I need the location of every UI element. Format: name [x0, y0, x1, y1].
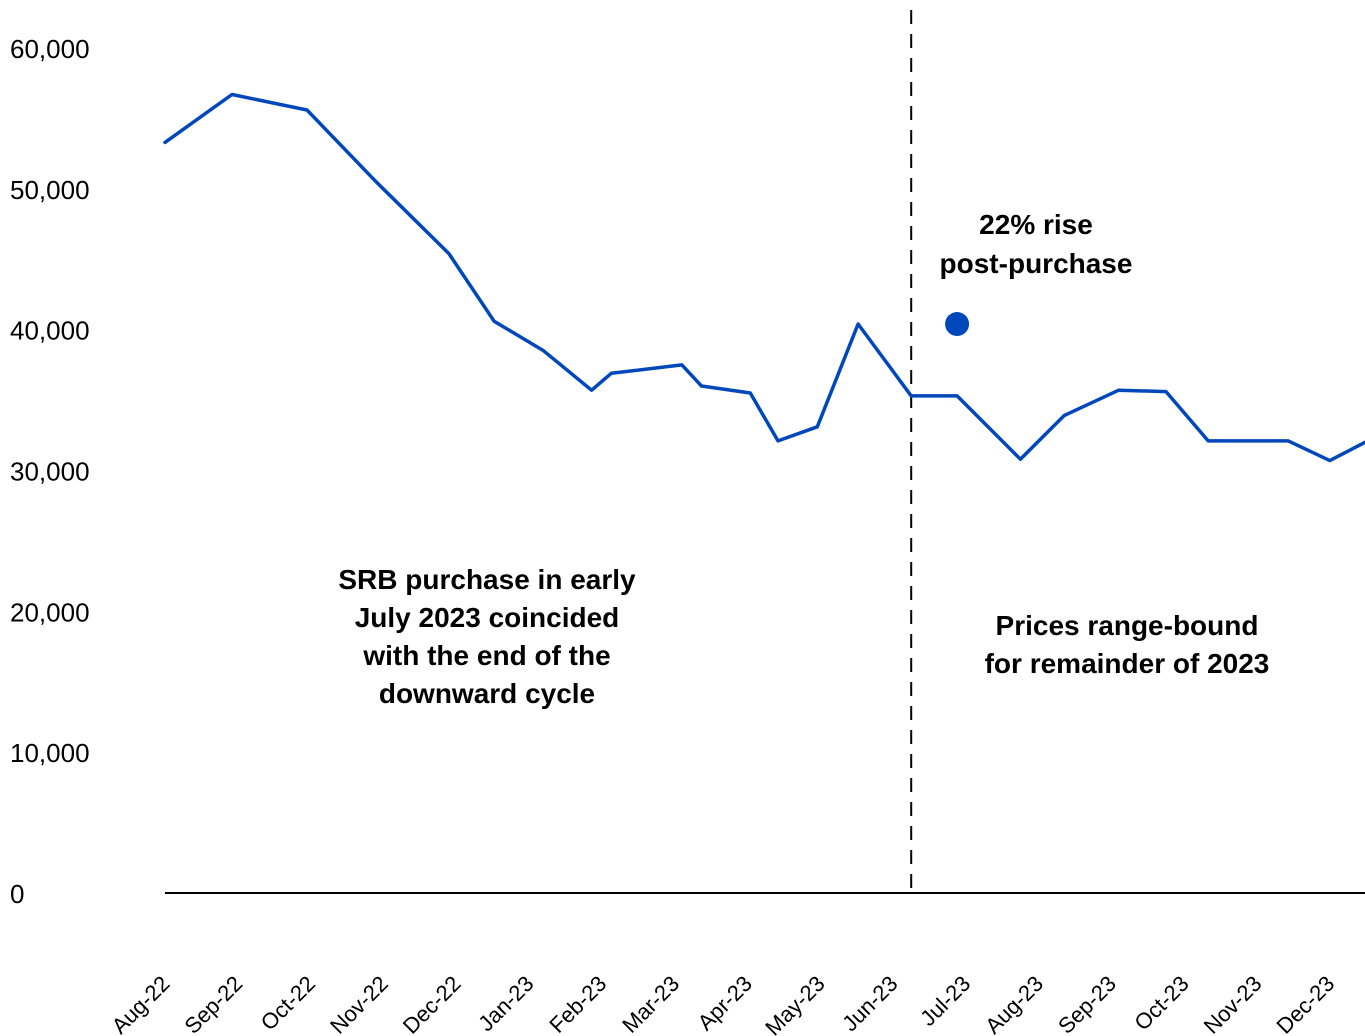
x-tick-label: Oct-22: [256, 971, 320, 1035]
x-tick-label: Dec-23: [1272, 971, 1340, 1036]
x-tick-label: Jan-23: [473, 971, 538, 1036]
x-tick-label: Oct-23: [1129, 971, 1193, 1035]
y-tick-label: 10,000: [10, 738, 90, 768]
y-tick-label: 60,000: [10, 34, 90, 64]
y-tick-label: 40,000: [10, 316, 90, 346]
annotation-line: SRB purchase in early: [338, 564, 636, 595]
annotation-purchase: SRB purchase in early July 2023 coincided…: [338, 564, 636, 709]
annotation-line: Prices range-bound: [996, 610, 1259, 641]
x-tick-label: Nov-23: [1199, 971, 1267, 1036]
annotation-range-bound: Prices range-bound for remainder of 2023: [985, 610, 1270, 679]
annotation-line: for remainder of 2023: [985, 648, 1270, 679]
annotation-line: post-purchase: [940, 248, 1133, 279]
annotations: 22% rise post-purchase SRB purchase in ear…: [338, 209, 1269, 709]
x-tick-label: Apr-23: [693, 971, 757, 1035]
annotation-rise: 22% rise post-purchase: [940, 209, 1133, 279]
annotation-line: 22% rise: [979, 209, 1093, 240]
annotation-line: with the end of the: [362, 640, 610, 671]
x-tick-label: Feb-23: [544, 971, 611, 1036]
x-tick-label: Nov-22: [325, 971, 393, 1036]
peak-point: [945, 312, 970, 337]
x-axis: Aug-22 Sep-22 Oct-22 Nov-22 Dec-22 Jan-23 Feb-…: [107, 892, 1365, 1036]
annotation-line: downward cycle: [379, 678, 595, 709]
x-tick-label: Aug-22: [107, 971, 175, 1036]
price-series-line: [163, 92, 1365, 463]
y-tick-label: 50,000: [10, 175, 90, 205]
x-tick-label: May-23: [760, 971, 830, 1036]
y-tick-label: 20,000: [10, 597, 90, 627]
x-tick-label: Jun-23: [837, 971, 902, 1036]
y-axis: 0 10,000 20,000 30,000 40,000 50,000 60,000: [10, 34, 90, 909]
y-tick-label: 0: [10, 879, 24, 909]
x-tick-label: Aug-23: [980, 971, 1048, 1036]
x-tick-label: Mar-23: [617, 971, 684, 1036]
x-tick-label: Jul-23: [915, 971, 975, 1031]
x-tick-label: Dec-22: [398, 971, 466, 1036]
y-tick-label: 30,000: [10, 457, 90, 487]
annotation-line: July 2023 coincided: [355, 602, 620, 633]
x-tick-label: Sep-23: [1053, 971, 1121, 1036]
series-layer: [163, 92, 1365, 463]
x-tick-label: Sep-22: [179, 971, 247, 1036]
